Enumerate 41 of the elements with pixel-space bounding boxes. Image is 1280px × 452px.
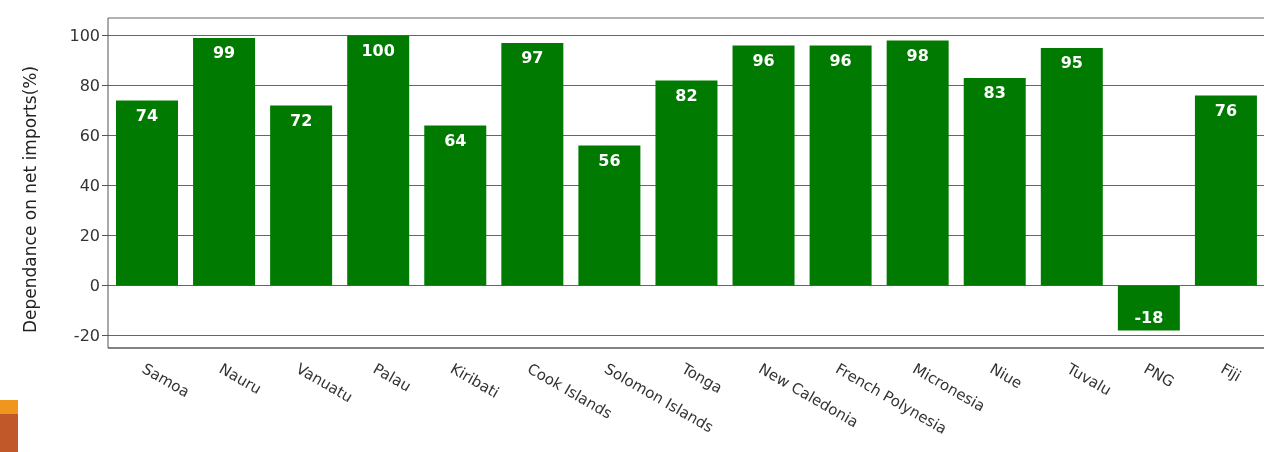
data-label: 95 (1060, 53, 1083, 72)
data-label: 83 (983, 83, 1006, 102)
y-tick-label: 60 (79, 126, 100, 146)
x-tick-label: Fiji (1217, 359, 1245, 386)
bar (809, 45, 872, 286)
bar (886, 40, 949, 286)
data-label: 100 (361, 40, 395, 60)
y-tick-label: -20 (73, 326, 100, 346)
bar (1117, 285, 1180, 331)
bar (424, 125, 487, 286)
y-tick-label: 40 (79, 176, 100, 196)
data-label: 64 (444, 130, 467, 150)
bar (732, 45, 795, 286)
x-tick-label: PNG (1140, 359, 1178, 392)
bar (193, 38, 256, 286)
bar (578, 145, 641, 286)
y-tick-label: 100 (69, 26, 100, 46)
bar (1194, 95, 1257, 286)
bar (963, 78, 1026, 286)
y-tick-label: 20 (79, 226, 100, 246)
data-label: 82 (675, 85, 698, 105)
bar (347, 35, 410, 286)
data-label: 96 (752, 50, 775, 70)
data-label: -18 (1134, 307, 1164, 327)
data-label: 96 (829, 50, 852, 70)
data-label: 98 (906, 45, 929, 65)
data-label: 76 (1214, 100, 1238, 120)
bar (116, 100, 178, 286)
bar (270, 105, 333, 286)
data-label: 74 (135, 105, 159, 125)
data-label: 72 (290, 110, 313, 130)
bar (1040, 48, 1103, 286)
x-tick-label: Niue (986, 359, 1026, 393)
bar (501, 43, 564, 286)
bar (655, 80, 718, 286)
data-label: 56 (598, 150, 621, 170)
data-label: 97 (521, 48, 544, 67)
y-tick-label: 0 (89, 276, 100, 296)
y-axis-title: Dependance on net imports(%) (20, 65, 41, 333)
data-label: 99 (212, 43, 236, 62)
y-tick-label: 80 (79, 76, 100, 96)
